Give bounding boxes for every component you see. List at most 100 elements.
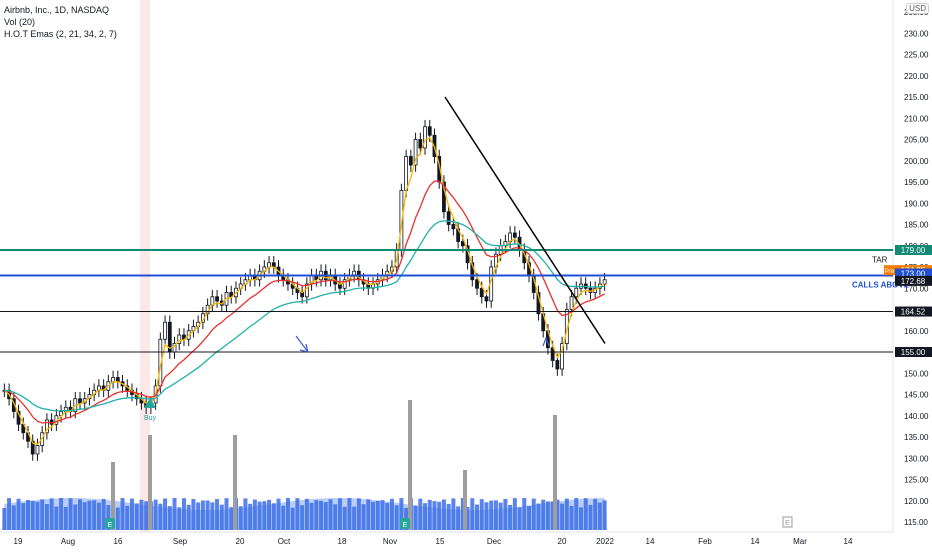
- candle-body: [163, 321, 167, 340]
- x-tick-label: Sep: [173, 537, 188, 546]
- price-tag-label: 164.52: [901, 308, 926, 317]
- volume-bar: [437, 501, 442, 530]
- volume-bar: [191, 499, 196, 530]
- volume-bar: [550, 501, 555, 530]
- volume-bar: [285, 498, 290, 530]
- candle-body: [446, 211, 451, 225]
- volume-bar: [300, 505, 305, 530]
- volume-bar: [394, 505, 399, 530]
- price-tag: [895, 245, 932, 255]
- volume-bar: [493, 500, 498, 530]
- volume-bar: [560, 503, 565, 530]
- volume-bar: [427, 499, 432, 530]
- volume-bar: [333, 504, 338, 530]
- candle-body: [427, 126, 432, 136]
- volume-bar: [63, 506, 68, 530]
- volume-bar: [460, 498, 465, 530]
- volume-bar: [215, 499, 220, 530]
- annotation-arrow-up: [542, 336, 550, 347]
- currency-button[interactable]: USD: [906, 3, 929, 14]
- pre-badge: [884, 265, 895, 276]
- volume-bar: [101, 498, 106, 530]
- volume-bar: [418, 498, 423, 530]
- volume-bar: [271, 503, 276, 530]
- volume-bar: [49, 498, 54, 530]
- volume-bar: [25, 500, 30, 530]
- volume-bar: [366, 499, 371, 530]
- candle-body: [413, 139, 418, 166]
- x-tick-label: Oct: [278, 537, 291, 546]
- volume-bar: [210, 502, 215, 530]
- volume-bar: [144, 501, 149, 530]
- symbol-title[interactable]: Airbnb, Inc., 1D, NASDAQ: [4, 5, 110, 15]
- volume-bar: [248, 503, 253, 530]
- ema-indicator-label[interactable]: H.O.T Emas (2, 21, 34, 2, 7): [4, 29, 117, 39]
- earnings-future-label: E: [785, 520, 790, 527]
- volume-bar: [229, 507, 234, 530]
- volume-spike: [233, 435, 237, 530]
- candle-body: [560, 343, 564, 370]
- x-tick-label: 20: [236, 537, 245, 546]
- volume-bar: [139, 499, 144, 530]
- y-tick-label: 195.00: [904, 178, 929, 187]
- volume-bar: [413, 505, 418, 530]
- volume-bar: [134, 503, 139, 530]
- volume-bar: [484, 502, 489, 530]
- volume-bar: [451, 498, 456, 530]
- candle-body: [45, 419, 49, 434]
- price-tag: [895, 275, 932, 286]
- price-tag: [895, 306, 932, 317]
- y-tick-label: 230.00: [904, 29, 929, 38]
- volume-bar: [290, 507, 295, 530]
- volume-bar: [470, 498, 475, 530]
- volume-bar: [356, 498, 361, 530]
- volume-bar: [252, 499, 257, 530]
- volume-indicator-label[interactable]: Vol (20): [4, 17, 36, 27]
- chart-legend: Airbnb, Inc., 1D, NASDAQ Vol (20) H.O.T …: [4, 4, 117, 40]
- volume-bar: [59, 498, 64, 530]
- candle-body: [177, 334, 182, 344]
- x-tick-label: 19: [14, 537, 23, 546]
- volume-bar: [389, 498, 394, 530]
- volume-bar: [512, 498, 517, 530]
- volume-bar: [323, 502, 328, 530]
- x-tick-label: Feb: [698, 537, 712, 546]
- y-tick-label: 210.00: [904, 114, 929, 123]
- volume-bar: [583, 498, 588, 530]
- volume-bar: [517, 507, 522, 530]
- volume-bar: [441, 499, 446, 530]
- volume-bar: [423, 503, 428, 530]
- y-tick-label: 115.00: [904, 518, 928, 527]
- volume-bar: [281, 505, 286, 530]
- candle-body: [30, 440, 35, 455]
- candle-body: [78, 398, 82, 404]
- volume-bar: [177, 507, 182, 530]
- buy-label: Buy: [144, 415, 157, 422]
- volume-bar: [87, 500, 92, 530]
- y-tick-label: 140.00: [904, 412, 929, 421]
- volume-bar: [2, 508, 7, 530]
- earnings-label: E: [108, 522, 113, 529]
- volume-bar: [569, 505, 574, 530]
- y-tick-label: 215.00: [904, 93, 929, 102]
- volume-bar: [541, 499, 546, 530]
- volume-spike: [553, 415, 557, 530]
- candle-body: [460, 241, 465, 247]
- volume-bar: [371, 501, 376, 530]
- volume-bar: [304, 498, 309, 530]
- volume-bar: [527, 505, 532, 530]
- volume-bar: [267, 499, 272, 530]
- volume-bar: [588, 504, 593, 530]
- volume-bar: [44, 504, 49, 530]
- y-tick-label: 160.00: [904, 327, 929, 336]
- volume-bar: [96, 502, 101, 530]
- volume-bar: [508, 504, 513, 530]
- volume-bar: [11, 505, 16, 530]
- x-tick-label: 20: [558, 537, 567, 546]
- x-tick-label: 2022: [596, 537, 614, 546]
- price-tag-label: 179.00: [901, 246, 926, 255]
- y-tick-label: 185.00: [904, 221, 929, 230]
- y-tick-label: 220.00: [904, 72, 929, 81]
